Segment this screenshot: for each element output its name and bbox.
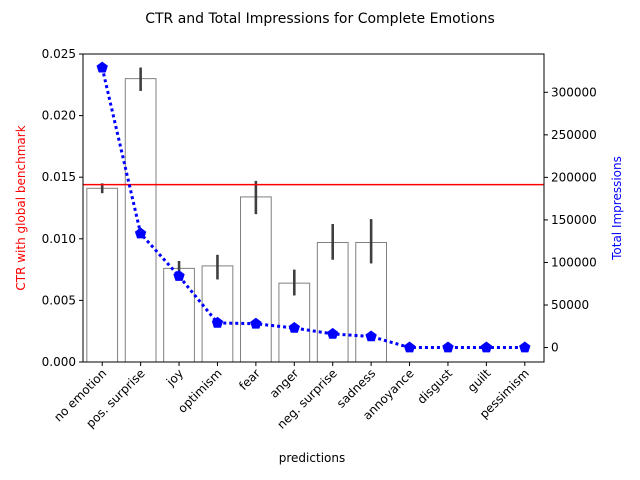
- impressions-marker-8: [403, 341, 416, 353]
- x-tick-label-9: disgust: [414, 366, 455, 407]
- right-tick-label-5: 250000: [551, 128, 597, 142]
- right-tick-label-4: 200000: [551, 170, 597, 184]
- impressions-marker-2: [173, 270, 185, 281]
- impressions-line: [100, 67, 525, 349]
- bars-layer: [86, 78, 387, 363]
- x-tick-label-10: guilt: [465, 366, 494, 395]
- left-axis-label: CTR with global benchmark: [14, 125, 28, 290]
- ctr-bar-2: [163, 267, 195, 363]
- impressions-marker-11: [519, 341, 531, 353]
- impressions-marker-0: [96, 61, 108, 73]
- right-tick-label-2: 100000: [551, 255, 597, 269]
- impressions-marker-4: [250, 317, 262, 329]
- plot-frame: [82, 53, 545, 363]
- left-tick-label-2: 0.010: [42, 232, 76, 246]
- impressions-layer: [96, 61, 531, 353]
- chart-title: CTR and Total Impressions for Complete E…: [145, 11, 495, 27]
- impressions-marker-3: [211, 316, 224, 328]
- left-axis: 0.000 0.005 0.010 0.015 0.020 0.025: [42, 47, 83, 369]
- impressions-marker-7: [365, 330, 377, 342]
- right-tick-label-0: 0: [551, 341, 559, 355]
- right-tick-label-1: 50000: [551, 298, 589, 312]
- ctr-bar-3: [201, 265, 234, 363]
- ctr-bar-6: [316, 241, 349, 363]
- x-tick-label-5: anger: [267, 366, 302, 401]
- left-tick-label-0: 0.000: [42, 355, 76, 369]
- right-axis-label: Total Impressions: [610, 156, 624, 261]
- x-tick-label-4: fear: [236, 366, 263, 393]
- x-tick-label-2: joy: [163, 366, 186, 389]
- left-tick-label-5: 0.025: [42, 47, 76, 61]
- left-tick-label-1: 0.005: [42, 293, 76, 307]
- impressions-marker-9: [442, 341, 454, 353]
- x-axis-label: predictions: [279, 451, 345, 465]
- left-tick-label-3: 0.015: [42, 170, 76, 184]
- impressions-marker-10: [480, 341, 493, 353]
- right-tick-label-6: 300000: [551, 85, 597, 99]
- impressions-marker-6: [327, 327, 339, 339]
- ctr-bar-0: [86, 187, 119, 363]
- impressions-marker-5: [288, 322, 300, 333]
- right-tick-label-3: 150000: [551, 213, 597, 227]
- left-tick-label-4: 0.020: [42, 109, 76, 123]
- ctr-bar-4: [240, 196, 272, 363]
- ctr-bar-1: [124, 78, 157, 363]
- right-axis: 0 50000 100000 150000 200000 250000 300000: [544, 85, 597, 355]
- impressions-marker-1: [134, 227, 147, 239]
- error-bars-layer: [100, 67, 373, 296]
